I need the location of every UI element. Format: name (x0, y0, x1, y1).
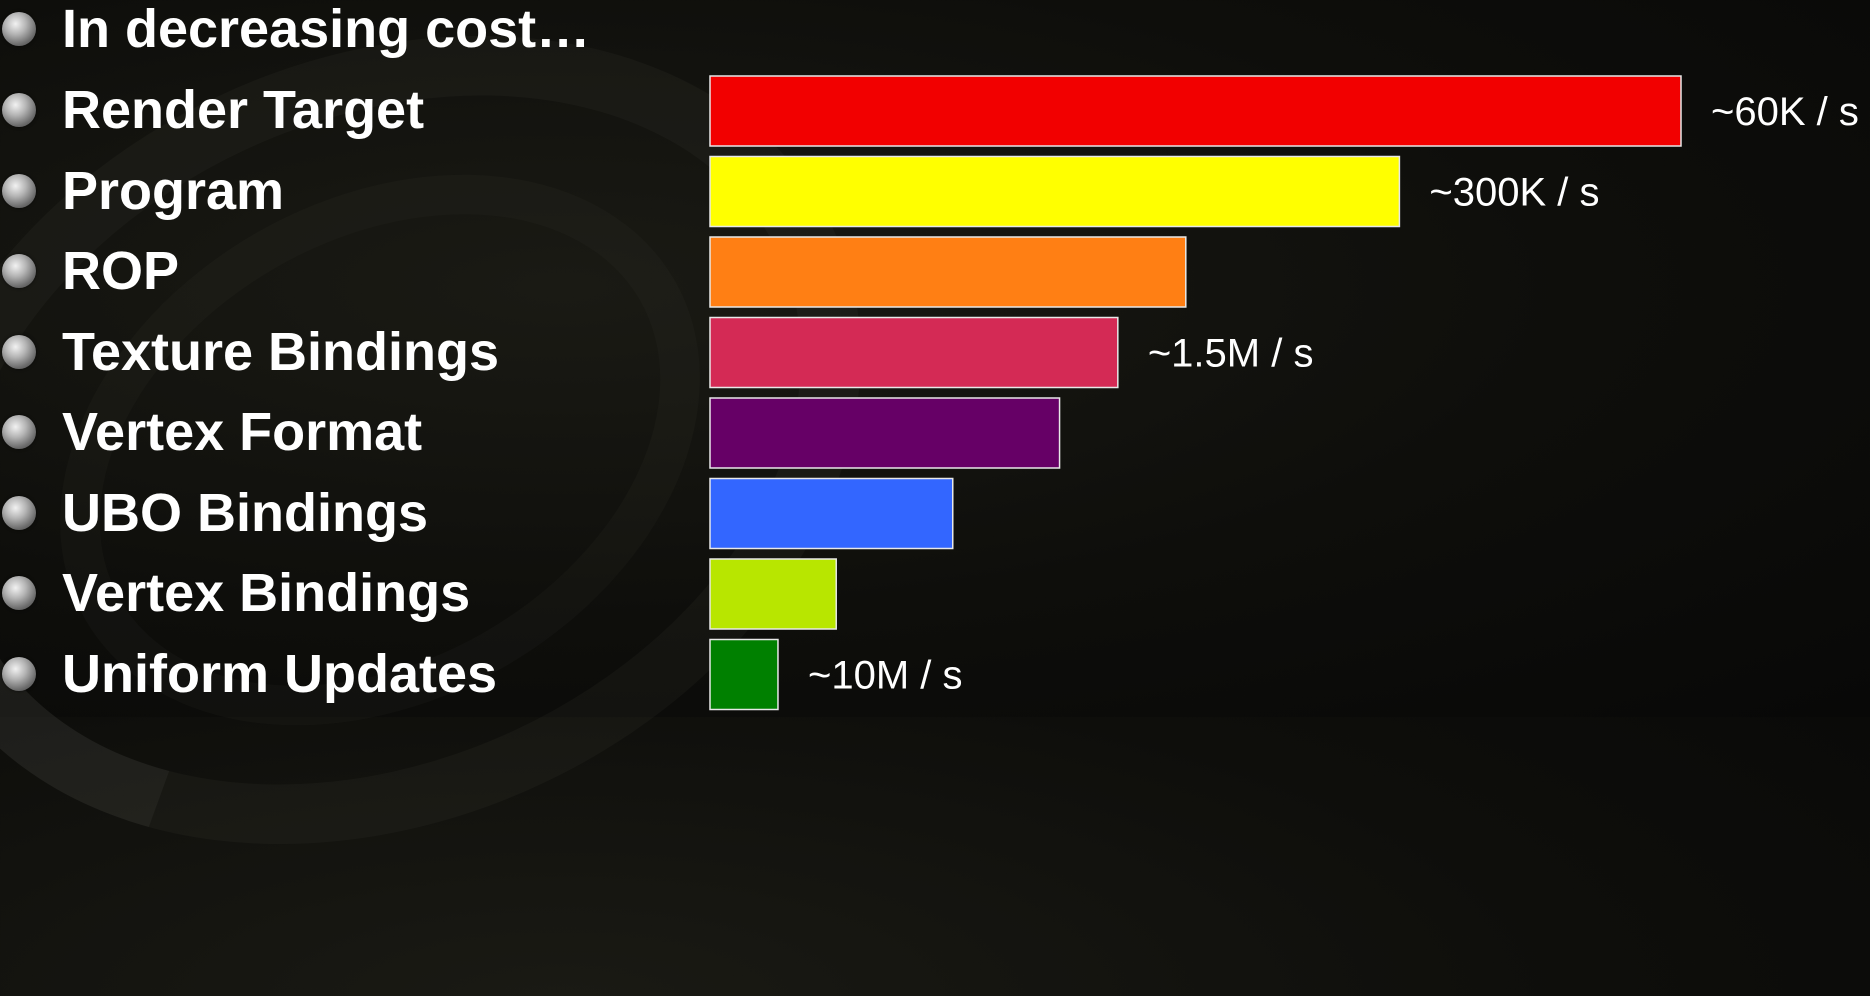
bullet-icon (2, 254, 36, 288)
bar (709, 397, 1061, 469)
rate-annotation: ~300K / s (1429, 171, 1599, 215)
bar (709, 477, 954, 550)
category-label: Render Target (62, 80, 425, 140)
bullet-icon (2, 334, 36, 369)
bar (709, 638, 779, 711)
bullet-icon (2, 93, 36, 127)
rate-annotation: ~10M / s (808, 654, 963, 698)
category-label: Vertex Bindings (62, 563, 471, 623)
bar (709, 558, 837, 630)
rate-annotation: ~60K / s (1711, 90, 1859, 134)
heading-text: In decreasing cost… (62, 0, 591, 59)
bar (709, 155, 1401, 228)
bar (709, 75, 1682, 147)
category-label: Program (62, 160, 285, 221)
bar (709, 316, 1119, 389)
rate-annotation: ~1.5M / s (1148, 332, 1314, 376)
category-label: UBO Bindings (62, 482, 428, 543)
bullet-icon (2, 12, 36, 46)
bar (709, 236, 1187, 308)
bullet-icon (2, 495, 36, 530)
category-label: Vertex Format (62, 402, 423, 462)
bullet-icon (2, 656, 36, 691)
category-label: Uniform Updates (62, 643, 498, 704)
bullet-icon (2, 576, 36, 610)
bullet-icon (2, 173, 36, 208)
category-label: Texture Bindings (62, 321, 500, 382)
category-label: ROP (62, 241, 180, 301)
bullet-icon (2, 415, 36, 449)
bar-chart: ~60K / s ~300K / s ~1.5M / s ~10M / s (709, 75, 1859, 711)
